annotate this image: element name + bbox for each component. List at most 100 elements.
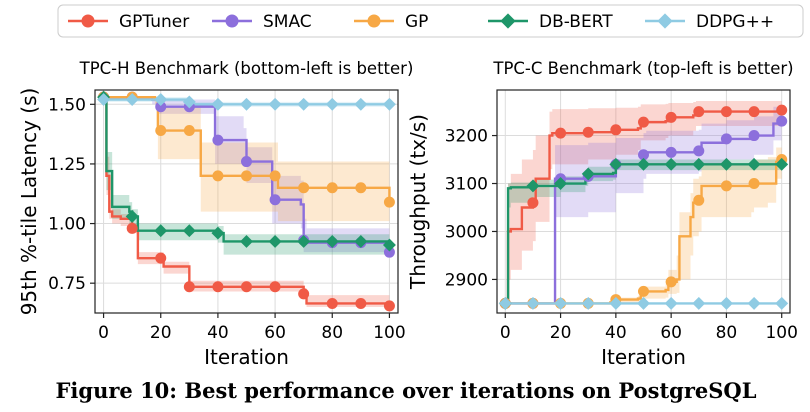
point-gp [183,125,195,137]
point-db-bert [382,238,396,252]
point-ddpg- [211,97,225,111]
point-db-bert [526,179,540,193]
x-tick-label: 100 [373,323,405,343]
series-markers [97,90,396,312]
legend-entry-gp: GP [354,12,428,32]
point-smac [269,194,281,206]
y-tick-label: 1.25 [48,155,86,175]
point-db-bert [297,234,311,248]
y-axis-label: 95th %-tile Latency (s) [17,88,41,316]
point-ddpg- [154,93,168,106]
point-ddpg- [268,97,282,111]
point-ddpg- [609,296,623,310]
point-gp [693,194,705,206]
point-gp [638,285,649,297]
point-db-bert [154,224,168,238]
point-smac [241,156,252,168]
point-gptuner [638,116,649,128]
y-tick-label: 1.00 [48,215,86,235]
point-db-bert [581,167,595,181]
legend-marker-icon [500,13,516,29]
point-gptuner [326,297,338,309]
x-tick-label: 80 [716,323,738,343]
chart-title: TPC-H Benchmark (bottom-left is better) [79,59,414,78]
series-markers-gp [98,91,395,208]
point-db-bert [692,157,706,171]
point-smac [665,146,677,158]
y-tick-label: 3200 [445,127,488,147]
y-tick-label: 1.50 [48,95,86,115]
legend-entry-gptuner: GPTuner [68,12,189,32]
point-ddpg- [97,93,111,106]
point-gptuner [720,106,732,118]
point-db-bert [609,157,623,171]
x-axis-label: Iteration [601,345,686,369]
series-markers-db-bert [97,90,396,252]
legend-frame [57,4,804,38]
point-ddpg- [664,296,678,310]
point-gptuner [126,222,138,234]
legend-marker-icon [657,13,673,29]
x-tick-label: 20 [550,323,572,343]
legend-label: GP [405,12,428,32]
point-db-bert [719,157,733,171]
point-gp [212,170,224,182]
x-tick-label: 80 [321,323,343,343]
x-tick-label: 0 [500,323,511,343]
point-gp [665,276,677,288]
point-gptuner [582,126,594,138]
point-gptuner [610,124,622,136]
legend-marker-icon [81,14,95,28]
point-ddpg- [382,97,396,111]
grid [95,90,398,313]
point-gp [298,182,310,194]
point-ddpg- [125,93,139,106]
bands [505,100,782,305]
point-gp [383,196,395,208]
point-smac [720,133,732,145]
point-gptuner [776,104,788,116]
bands [103,97,390,310]
point-smac [776,115,788,127]
series-markers-ddpg- [97,93,396,111]
point-smac [748,130,760,142]
point-db-bert [182,224,196,238]
legend-entry-smac: SMAC [212,12,312,32]
y-tick-label: 3100 [445,175,488,195]
point-ddpg- [498,296,512,310]
band-smac [505,105,782,304]
point-ddpg- [182,95,196,109]
point-ddpg- [747,296,761,310]
point-ddpg- [692,296,706,310]
point-db-bert [664,157,678,171]
x-tick-label: 40 [605,323,627,343]
series-markers [498,104,789,310]
point-gptuner [155,252,167,264]
point-db-bert [554,177,568,190]
point-db-bert [240,234,253,248]
point-db-bert [268,234,282,248]
point-ddpg- [719,296,733,310]
point-ddpg- [526,296,540,310]
point-gptuner [527,197,539,209]
point-smac [693,145,705,157]
legend-marker-icon [367,14,381,28]
x-tick-label: 40 [207,323,229,343]
y-tick-label: 2900 [445,270,488,290]
point-gp [155,125,167,137]
grid [497,90,790,313]
point-gptuner [693,106,705,118]
point-gptuner [665,111,677,123]
point-db-bert [354,234,368,248]
legend-marker-icon [225,14,239,28]
x-tick-label: 100 [765,323,797,343]
legend-label: DDPG++ [696,12,774,32]
point-gptuner [212,281,224,293]
band-gptuner [505,100,782,304]
point-gptuner [183,281,195,293]
point-gptuner [555,127,567,139]
point-ddpg- [581,296,595,310]
chart-title: TPC-C Benchmark (top-left is better) [492,59,793,78]
x-tick-label: 60 [264,323,286,343]
x-tick-label: 60 [660,323,682,343]
